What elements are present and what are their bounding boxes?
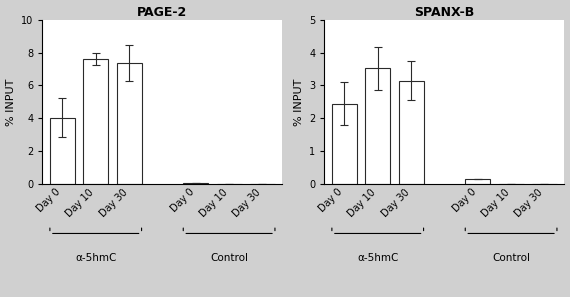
- Bar: [117, 63, 141, 184]
- Bar: [365, 68, 390, 184]
- Bar: [50, 118, 75, 184]
- Text: α-5hmC: α-5hmC: [357, 253, 398, 263]
- Bar: [83, 59, 108, 184]
- Title: SPANX-B: SPANX-B: [414, 6, 475, 18]
- Bar: [398, 80, 424, 184]
- Bar: [332, 104, 357, 184]
- Y-axis label: % INPUT: % INPUT: [294, 78, 304, 126]
- Text: Control: Control: [492, 253, 530, 263]
- Text: Control: Control: [210, 253, 248, 263]
- Y-axis label: % INPUT: % INPUT: [6, 78, 15, 126]
- Title: PAGE-2: PAGE-2: [137, 6, 188, 18]
- Bar: [465, 179, 490, 184]
- Bar: [183, 183, 208, 184]
- Text: α-5hmC: α-5hmC: [75, 253, 116, 263]
